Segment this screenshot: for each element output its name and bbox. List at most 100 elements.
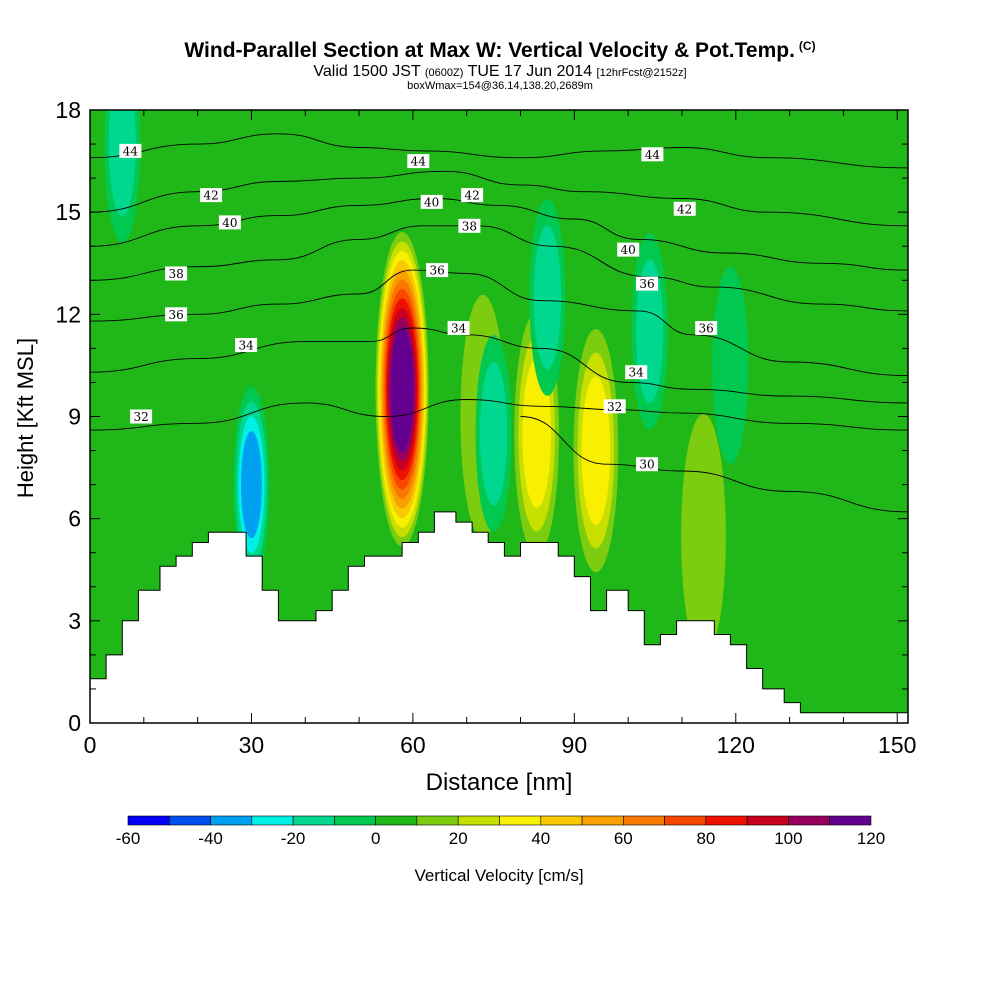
velocity-band [681,414,726,658]
colorbar-segment [499,815,542,826]
colorbar-tick-label: 120 [857,829,885,848]
colorbar-segment [581,815,624,826]
colorbar-segment [210,815,253,826]
contour-label: 34 [625,365,648,380]
isentrope-42 [90,170,908,227]
colorbar-segment [416,815,459,826]
contour-label-text: 34 [629,366,645,380]
colorbar-segment [788,815,830,826]
velocity-band [480,361,508,506]
contour-label: 44 [407,154,430,169]
isentrope-44 [90,133,908,169]
contour-label: 44 [119,143,142,158]
contour-label-text: 32 [133,410,148,424]
contour-label-text: 44 [645,148,661,162]
colorbar-segment [251,815,294,826]
contour-label-text: 36 [639,277,654,291]
colorbar-segment [169,815,211,826]
colorbar-tick-label: 0 [371,829,380,848]
x-tick-label: 120 [717,732,755,758]
y-tick-label: 0 [68,710,81,736]
valid-date: TUE 17 Jun 2014 [467,63,593,80]
contour-label-text: 44 [123,144,139,158]
velocity-band [241,431,262,539]
x-tick-label: 0 [84,732,97,758]
contour-label: 42 [200,188,223,203]
isentrope-36 [90,269,908,377]
forecast-info: [12hrFcst@2152z] [596,67,687,79]
title-block: Wind-Parallel Section at Max W: Vertical… [0,34,1000,92]
downdraft-cell-0 [233,386,270,584]
y-tick-label: 15 [55,199,81,225]
contour-label-text: 34 [451,322,467,336]
colorbar-segment [829,815,872,826]
x-tick-label: 150 [878,732,916,758]
velocity-band [108,110,136,216]
y-axis-label: Height [Kft MSL] [13,338,38,498]
contour-label-text: 42 [464,189,479,203]
downdraft-cell-3 [631,232,668,430]
x-tick-label: 60 [400,732,426,758]
isentrope-38 [90,225,908,312]
colorbar-segment [664,815,707,826]
y-tick-label: 12 [55,301,81,327]
contour-labels: 44 44 44 42 42 42 40 40 40 38 38 36 36 36 36 34 34 34 32 32… [119,143,718,472]
y-tick-label: 18 [55,97,81,123]
colorbar-tick-label: 100 [774,829,802,848]
contour-label-text: 38 [168,267,183,281]
contour-label: 34 [235,338,258,353]
contour-label: 34 [447,321,470,336]
colorbar-label: Vertical Velocity [cm/s] [414,866,583,885]
contour-label: 38 [165,266,188,281]
colorbar-segment [540,815,583,826]
contour-label-text: 40 [621,243,636,257]
colorbar-segment [375,815,418,826]
colorbar-tick-label: -60 [116,829,141,848]
contour-label: 36 [426,263,449,278]
box-info: boxWmax=154@36.14,138.20,2689m [407,80,593,92]
contour-label-text: 30 [639,458,654,472]
colorbar-tick-label: 20 [449,829,468,848]
downdraft-cell-4 [104,110,141,243]
x-axis-label: Distance [nm] [426,769,573,796]
contour-label-text: 40 [424,195,439,209]
colorbar-segment [705,815,748,826]
contour-label: 38 [458,218,481,233]
valid-prefix: Valid 1500 JST [313,63,421,80]
contour-label: 42 [461,188,484,203]
contour-label-text: 42 [203,189,218,203]
contour-label-text: 44 [411,155,427,169]
contour-label: 40 [617,242,640,257]
updraft-cell-0 [375,231,429,547]
downdraft-cell-5 [712,267,749,464]
terrain [90,511,908,723]
isentrope-32 [90,399,908,431]
downdraft-cell-2 [529,198,566,396]
x-tick-label: 30 [239,732,265,758]
colorbar: -60 -40 -20 0 20 40 60 80 100 120 [116,815,885,848]
contour-label-text: 40 [222,216,237,230]
velocity-band [390,326,414,452]
colorbar-tick-label: 40 [531,829,550,848]
contour-label: 40 [420,194,443,209]
velocity-field [104,110,749,658]
colorbar-tick-label: 80 [696,829,715,848]
y-tick-label: 9 [68,404,81,430]
contour-label: 32 [130,409,153,424]
colorbar-segment [622,815,665,826]
contour-label: 42 [673,201,696,216]
y-tick-label: 3 [68,608,81,634]
velocity-band [712,267,749,464]
contour-label: 36 [165,307,188,322]
updraft-cell-2 [573,328,619,573]
contour-label: 30 [636,457,658,472]
colorbar-segment [292,815,335,826]
colorbar-segment [746,815,789,826]
contour-label-text: 32 [607,400,622,414]
colorbar-tick-label: 60 [614,829,633,848]
contour-label-text: 42 [677,202,692,216]
contour-label: 40 [218,215,241,230]
colorbar-tick-label: -40 [198,829,223,848]
